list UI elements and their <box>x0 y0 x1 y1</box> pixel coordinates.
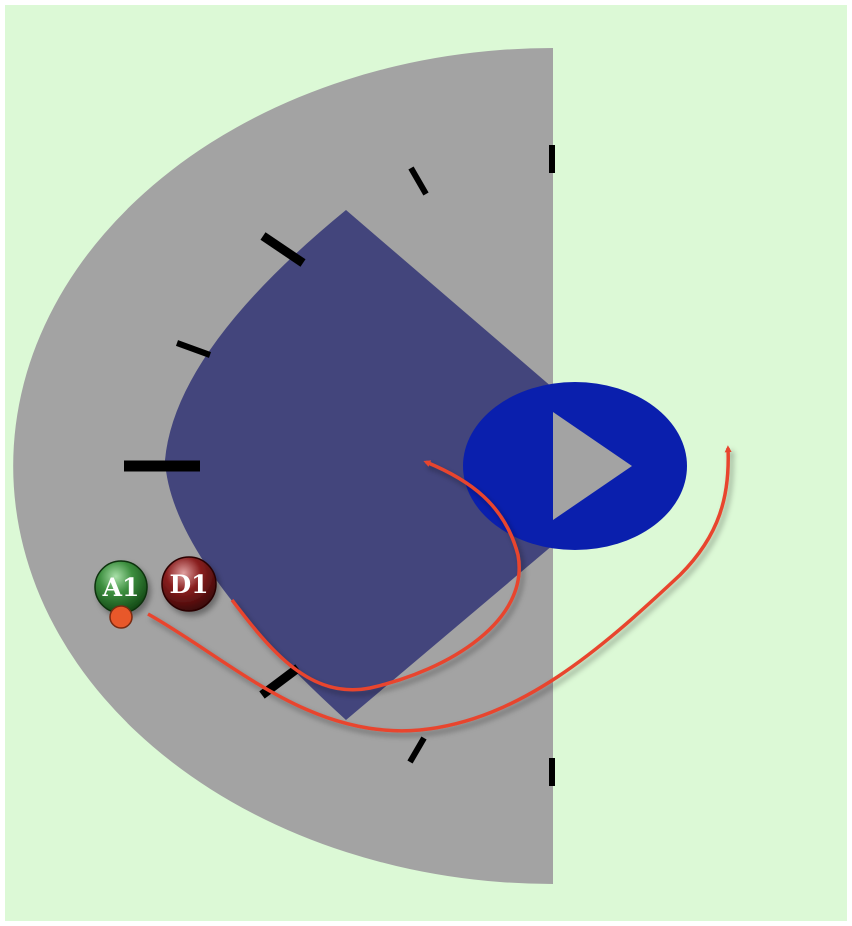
goal-triangle <box>553 412 632 520</box>
player-d1-label: D1 <box>169 570 208 599</box>
ball <box>109 605 133 629</box>
movement-paths <box>147 445 732 733</box>
hash-mark <box>408 166 429 196</box>
hash-marks <box>124 145 555 786</box>
defender-path-arrow <box>230 460 521 692</box>
hash-mark <box>175 340 212 358</box>
player-a1[interactable]: A1 <box>94 560 148 614</box>
attacker-path-arrow <box>147 445 732 733</box>
hash-mark <box>260 232 306 267</box>
defense-player-token <box>161 556 217 612</box>
player-a1-label: A1 <box>102 573 140 602</box>
hash-mark <box>407 736 427 764</box>
inner-zone <box>165 210 553 720</box>
player-d1[interactable]: D1 <box>161 556 217 612</box>
